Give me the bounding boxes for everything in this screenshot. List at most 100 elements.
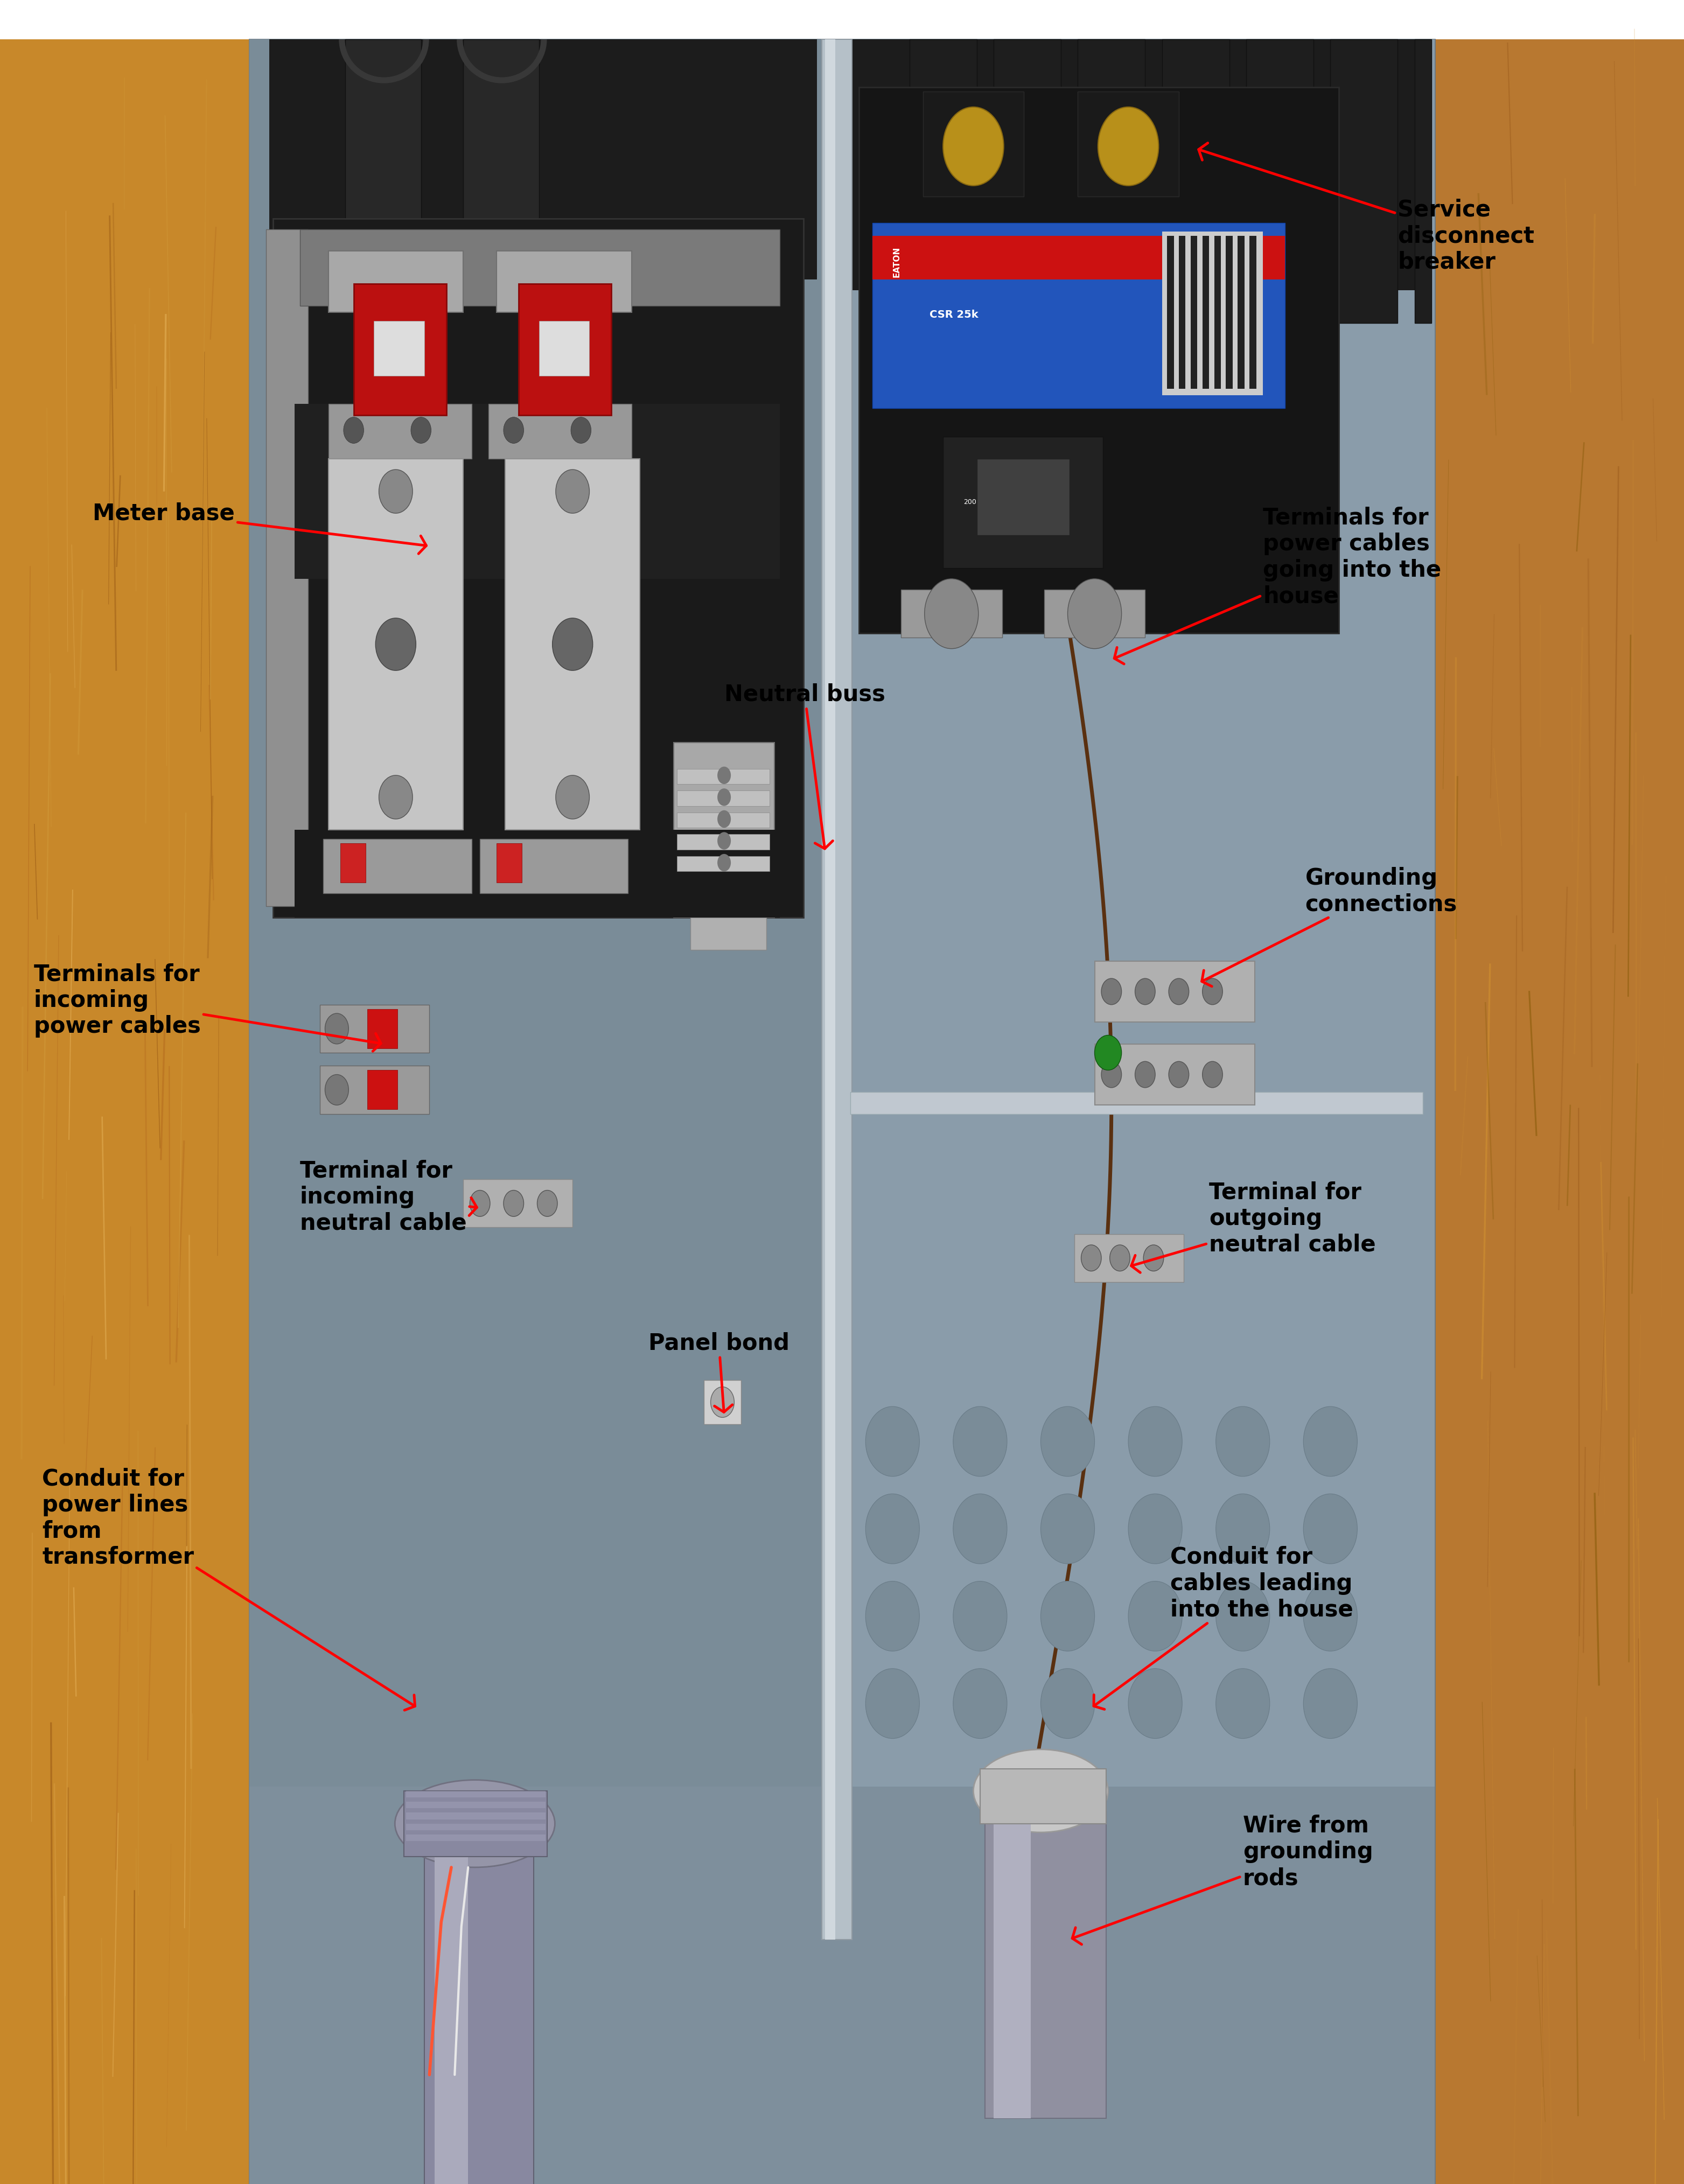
Bar bbox=[923, 92, 1024, 197]
Bar bbox=[340, 843, 365, 882]
Text: CSR 25k: CSR 25k bbox=[930, 310, 978, 319]
Circle shape bbox=[1128, 1494, 1182, 1564]
Bar bbox=[1435, 39, 1684, 2184]
Circle shape bbox=[556, 775, 589, 819]
Bar bbox=[872, 236, 1285, 280]
Bar bbox=[0, 39, 249, 2184]
Circle shape bbox=[717, 832, 731, 850]
Circle shape bbox=[1110, 1245, 1130, 1271]
Bar bbox=[677, 856, 770, 871]
Circle shape bbox=[1169, 1061, 1189, 1088]
Bar bbox=[985, 1813, 1106, 2118]
Bar bbox=[677, 812, 770, 828]
Bar bbox=[1167, 236, 1174, 389]
Bar bbox=[406, 1835, 546, 1841]
Bar bbox=[345, 39, 421, 301]
Circle shape bbox=[925, 579, 978, 649]
Text: 200: 200 bbox=[963, 498, 977, 507]
Circle shape bbox=[556, 470, 589, 513]
Text: Wire from
grounding
rods: Wire from grounding rods bbox=[1073, 1815, 1372, 1944]
Circle shape bbox=[1303, 1406, 1357, 1476]
Bar bbox=[1044, 590, 1145, 638]
Text: Meter base: Meter base bbox=[93, 502, 426, 555]
Bar bbox=[497, 251, 632, 312]
Bar bbox=[852, 39, 1425, 290]
Text: Panel bond: Panel bond bbox=[648, 1332, 790, 1413]
Circle shape bbox=[470, 1190, 490, 1216]
Bar bbox=[269, 39, 817, 280]
Circle shape bbox=[1098, 107, 1159, 186]
Bar bbox=[980, 1769, 1106, 1824]
Bar bbox=[266, 229, 308, 906]
Bar bbox=[505, 459, 640, 830]
Circle shape bbox=[1303, 1581, 1357, 1651]
Circle shape bbox=[711, 1387, 734, 1417]
Bar bbox=[273, 218, 803, 917]
Bar bbox=[519, 284, 611, 415]
Bar bbox=[488, 404, 632, 459]
Bar bbox=[424, 1856, 534, 2184]
Circle shape bbox=[1128, 1581, 1182, 1651]
Circle shape bbox=[866, 1581, 919, 1651]
Bar bbox=[704, 1380, 741, 1424]
Bar bbox=[674, 743, 775, 917]
Bar bbox=[295, 404, 780, 579]
Circle shape bbox=[325, 1013, 349, 1044]
Bar bbox=[367, 1070, 397, 1109]
Bar bbox=[328, 459, 463, 830]
Bar bbox=[1078, 39, 1145, 323]
Circle shape bbox=[1081, 1245, 1101, 1271]
Bar bbox=[850, 39, 1435, 1830]
Bar bbox=[406, 1791, 546, 1797]
Bar bbox=[1162, 232, 1263, 395]
Text: Terminal for
outgoing
neutral cable: Terminal for outgoing neutral cable bbox=[1132, 1182, 1376, 1273]
Bar bbox=[539, 321, 589, 376]
Circle shape bbox=[1202, 1061, 1223, 1088]
Circle shape bbox=[344, 417, 364, 443]
Circle shape bbox=[571, 417, 591, 443]
Bar bbox=[850, 1092, 1423, 1114]
Bar bbox=[367, 1009, 397, 1048]
Circle shape bbox=[1303, 1494, 1357, 1564]
Circle shape bbox=[717, 788, 731, 806]
Bar bbox=[480, 839, 628, 893]
Text: Neutral buss: Neutral buss bbox=[724, 684, 886, 850]
Ellipse shape bbox=[973, 1749, 1108, 1832]
Bar bbox=[1179, 236, 1186, 389]
Text: Service
disconnect
breaker: Service disconnect breaker bbox=[1199, 142, 1534, 273]
Bar bbox=[249, 39, 822, 1830]
Text: Terminal for
incoming
neutral cable: Terminal for incoming neutral cable bbox=[300, 1160, 477, 1234]
Circle shape bbox=[504, 1190, 524, 1216]
Ellipse shape bbox=[394, 1780, 554, 1867]
Bar bbox=[406, 1824, 546, 1830]
Bar bbox=[1238, 236, 1244, 389]
Circle shape bbox=[411, 417, 431, 443]
Bar bbox=[677, 769, 770, 784]
Bar bbox=[404, 1791, 547, 1856]
Circle shape bbox=[504, 417, 524, 443]
Bar bbox=[1074, 1234, 1184, 1282]
Bar bbox=[463, 1179, 573, 1227]
Circle shape bbox=[953, 1669, 1007, 1738]
Bar bbox=[320, 1005, 429, 1053]
Circle shape bbox=[1135, 1061, 1155, 1088]
Circle shape bbox=[1169, 978, 1189, 1005]
Circle shape bbox=[1095, 1035, 1122, 1070]
Text: Terminals for
power cables
going into the
house: Terminals for power cables going into th… bbox=[1115, 507, 1442, 664]
Bar bbox=[1246, 39, 1314, 323]
Circle shape bbox=[1041, 1406, 1095, 1476]
Text: Grounding
connections: Grounding connections bbox=[1202, 867, 1457, 987]
Circle shape bbox=[866, 1494, 919, 1564]
Circle shape bbox=[1101, 1061, 1122, 1088]
Circle shape bbox=[953, 1406, 1007, 1476]
Text: Conduit for
power lines
from
transformer: Conduit for power lines from transformer bbox=[42, 1468, 414, 1710]
Bar bbox=[690, 917, 766, 950]
Bar bbox=[406, 1802, 546, 1808]
Bar bbox=[295, 830, 780, 917]
Bar bbox=[909, 39, 977, 323]
Circle shape bbox=[1068, 579, 1122, 649]
Bar bbox=[1226, 236, 1233, 389]
Text: Terminals for
incoming
power cables: Terminals for incoming power cables bbox=[34, 963, 381, 1051]
Bar bbox=[1250, 236, 1256, 389]
Text: EATON: EATON bbox=[893, 247, 901, 277]
